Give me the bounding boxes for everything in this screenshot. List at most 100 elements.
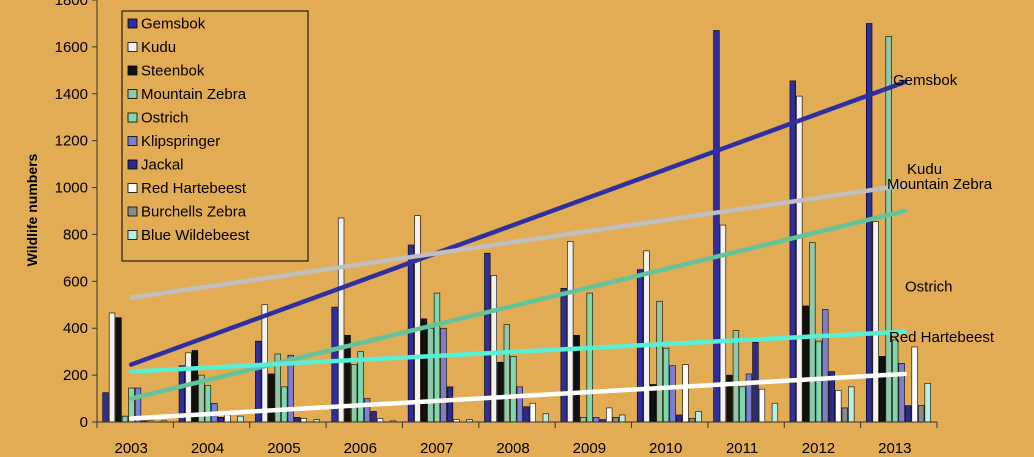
bar [669,365,676,423]
bar [911,346,918,423]
x-tick-label: 2008 [496,440,529,457]
legend-swatch [127,65,138,76]
legend-box [121,10,309,262]
bar [802,305,809,423]
bar [108,312,116,423]
bar [593,417,600,423]
bar [918,405,925,423]
trendline [128,79,908,367]
bar [191,350,199,423]
bar [516,386,523,423]
bar [357,351,364,423]
bar [885,36,892,423]
legend-swatch [127,206,138,217]
bar [662,347,670,423]
bar [758,388,766,423]
bar [675,414,683,423]
bar [350,364,358,423]
bar [866,23,873,423]
bar [237,415,244,423]
trendline-label: Red Hartebeest [889,329,995,346]
legend-entry: Ostrich [141,110,189,127]
bar [529,402,536,423]
bar [115,317,122,423]
bar [695,411,702,423]
y-tick-label: 1600 [55,39,88,56]
legend-entry: Blue Wildebeest [141,227,250,244]
bar [656,300,663,423]
bar [337,217,345,423]
bar [612,417,619,423]
bar [420,318,428,423]
bar [300,418,307,423]
bar [560,288,567,423]
legend-swatch [127,112,138,123]
x-tick-label: 2003 [114,440,147,457]
legend-entry: Steenbok [141,63,205,80]
x-tick-label: 2009 [573,440,606,457]
bar [363,398,371,423]
bar [446,386,454,423]
bar [102,392,109,423]
bar [204,385,212,423]
legend-swatch [127,89,138,99]
bar [503,324,510,423]
legend-entry: Gemsbok [141,16,206,33]
y-axis-label: Wildlife numbers [24,153,40,266]
bar [370,411,377,423]
legend: Gemsbok Kudu Steenbok Mountain Zebra Ostrich… [121,10,309,262]
legend-swatch [127,159,138,170]
legend-entry: Mountain Zebra [141,86,247,103]
y-tick-label: 800 [63,226,88,243]
bar [427,327,434,423]
bar [121,415,129,423]
legend-swatch [127,183,138,193]
legend-entry: Kudu [141,39,176,56]
x-tick-label: 2004 [191,440,224,457]
x-tick-label: 2007 [420,440,453,457]
bar [809,242,816,423]
bar [905,405,912,423]
legend-swatch [127,42,138,52]
bar [796,95,803,423]
bar [414,215,421,423]
bar [586,292,593,423]
bar [619,414,626,423]
bar [771,402,779,423]
legend-swatch [127,136,138,146]
trendline-label: Ostrich [905,279,953,296]
bar [682,364,689,423]
bar [217,417,225,423]
y-tick-label: 600 [63,273,88,290]
axes-layer [92,0,938,428]
x-tick-label: 2013 [878,440,911,457]
bar [606,407,613,423]
bar [510,356,517,423]
legend-swatch [127,18,138,29]
legend-entry: Jackal [141,157,184,174]
bar [841,407,848,423]
bar [822,309,829,423]
trendline [128,371,908,421]
x-tick-label: 2005 [267,440,300,457]
y-tick-label: 1400 [55,86,88,103]
bar [580,417,587,423]
legend-entry: Klipspringer [141,133,220,150]
x-tick-label: 2006 [344,440,377,457]
bar [268,373,275,423]
y-tick-label: 0 [80,414,88,431]
x-tick-label: 2012 [802,440,835,457]
bar [490,275,497,423]
legend-swatch [127,230,138,240]
bar [879,356,886,423]
trendline [128,182,908,300]
y-tick-label: 1800 [55,0,88,9]
bar [376,418,384,423]
bar [848,386,855,423]
ticks-layer: 0 200 400 600 800 1000 1200 1400 1600 1800 2003 200… [55,0,912,457]
bar [872,221,879,423]
y-tick-label: 1000 [55,180,88,197]
bar [924,383,931,423]
